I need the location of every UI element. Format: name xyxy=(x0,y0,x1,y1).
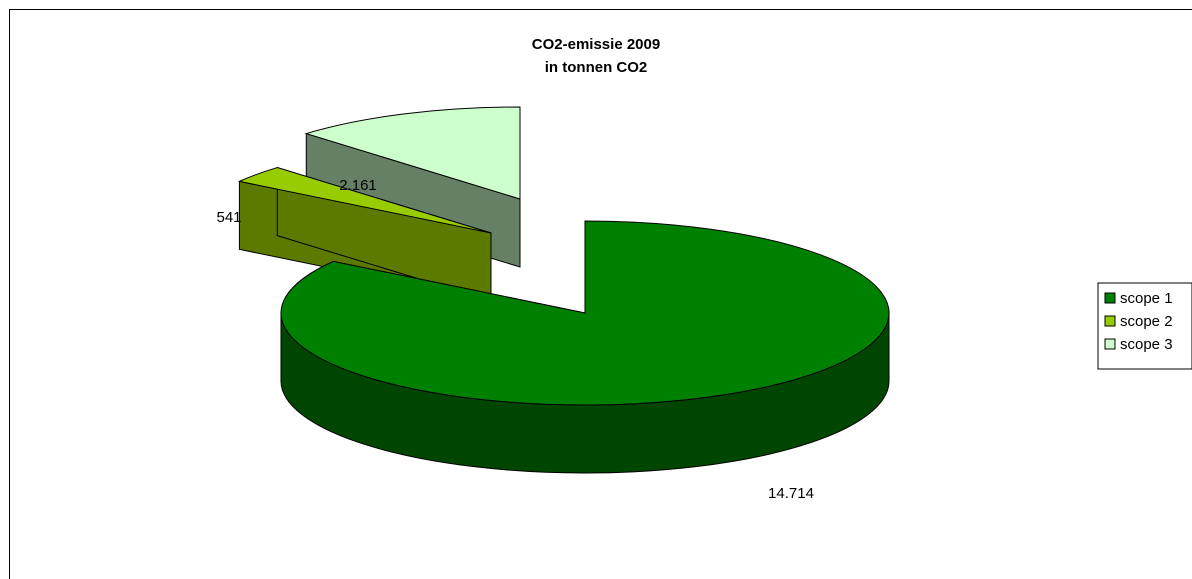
slice-scope-1 xyxy=(280,220,890,474)
slice-top-scope-1 xyxy=(280,220,890,406)
legend-swatch-scope-1 xyxy=(1104,292,1116,304)
data-label-scope-2: 541 xyxy=(216,209,241,226)
chart-subtitle: in tonnen CO2 xyxy=(545,59,648,76)
slice-scope-2 xyxy=(237,166,492,302)
pie-slices xyxy=(237,106,890,474)
legend-label-scope-1: scope 1 xyxy=(1120,290,1173,307)
slice-top-scope-2 xyxy=(237,167,492,234)
legend-label-scope-2: scope 2 xyxy=(1120,313,1173,330)
data-labels: 14.714 541 2.161 xyxy=(216,177,813,502)
legend: scope 1 scope 2 scope 3 xyxy=(1097,282,1192,370)
legend-label-scope-3: scope 3 xyxy=(1120,336,1173,353)
data-label-scope-1: 14.714 xyxy=(768,485,814,502)
data-label-scope-3: 2.161 xyxy=(339,177,377,194)
legend-swatch-scope-3 xyxy=(1104,338,1116,350)
slice-top-scope-3 xyxy=(304,106,521,200)
chart-title: CO2-emissie 2009 xyxy=(532,36,660,53)
legend-swatch-scope-2 xyxy=(1104,315,1116,327)
chart-frame xyxy=(9,9,1192,579)
